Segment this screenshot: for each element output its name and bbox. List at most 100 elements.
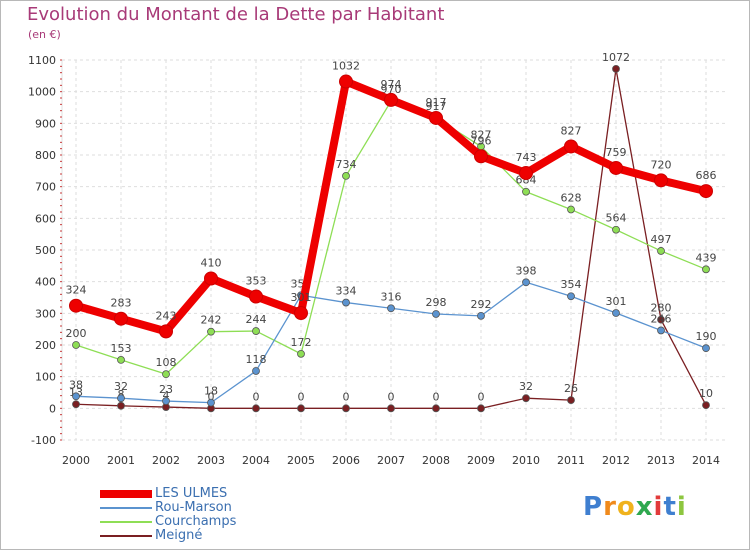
data-label: 244 xyxy=(246,313,267,326)
logo-letter: i xyxy=(676,492,687,522)
data-label: 324 xyxy=(66,284,87,297)
data-point xyxy=(522,187,530,196)
data-label: 827 xyxy=(471,128,492,141)
x-tick-label: 2008 xyxy=(422,454,450,467)
data-point xyxy=(657,247,665,255)
data-point xyxy=(519,166,533,181)
data-point xyxy=(252,367,260,375)
data-label: 1032 xyxy=(332,60,360,73)
data-label: 118 xyxy=(246,353,267,366)
data-point xyxy=(72,400,80,409)
y-tick-label: 200 xyxy=(35,339,56,352)
data-label: 301 xyxy=(291,291,312,304)
chart-subtitle: (en €) xyxy=(28,28,61,41)
data-point xyxy=(162,370,170,379)
logo-letter: x xyxy=(635,492,654,522)
data-point xyxy=(114,311,128,326)
legend-swatch-meigne xyxy=(100,535,152,537)
data-label: 917 xyxy=(426,96,447,109)
data-label: 686 xyxy=(696,169,717,182)
x-tick-label: 2000 xyxy=(62,454,90,467)
legend-label-courchamps: Courchamps xyxy=(155,514,237,529)
data-point xyxy=(162,397,170,405)
data-label: 917 xyxy=(426,100,447,113)
data-point xyxy=(69,298,83,313)
data-point xyxy=(297,349,305,358)
data-label: 0 xyxy=(343,390,350,403)
data-point xyxy=(702,265,710,274)
data-label: 190 xyxy=(696,330,717,343)
logo-letter: t xyxy=(663,492,677,522)
data-label: 970 xyxy=(381,83,402,96)
data-point xyxy=(387,304,395,313)
data-point xyxy=(159,324,173,339)
data-point xyxy=(429,110,443,125)
logo-letter: o xyxy=(616,492,636,522)
data-point xyxy=(207,327,215,336)
data-point xyxy=(567,396,575,405)
data-point xyxy=(339,74,353,89)
legend-label-meigne: Meigné xyxy=(155,528,203,543)
data-point xyxy=(384,92,398,107)
data-label: 796 xyxy=(471,134,492,147)
data-point xyxy=(567,292,575,301)
data-point xyxy=(342,404,350,413)
data-point xyxy=(654,173,668,188)
data-label: 497 xyxy=(651,233,672,246)
data-point xyxy=(204,271,218,286)
y-tick-label: 0 xyxy=(49,402,56,415)
data-label: 354 xyxy=(561,278,582,291)
data-point xyxy=(432,310,440,318)
data-point xyxy=(207,398,215,407)
legend-label-rou-marson: Rou-Marson xyxy=(155,500,232,515)
data-point xyxy=(612,64,620,73)
data-label: 32 xyxy=(519,380,533,393)
data-label: 398 xyxy=(516,264,537,277)
data-point xyxy=(702,401,710,410)
data-label: 246 xyxy=(651,312,672,325)
data-label: 0 xyxy=(478,390,485,403)
data-label: 280 xyxy=(651,302,672,315)
data-label: 0 xyxy=(253,390,260,403)
data-label: 439 xyxy=(696,251,717,264)
data-point xyxy=(564,139,578,154)
data-point xyxy=(249,289,263,304)
data-label: 0 xyxy=(388,390,395,403)
data-point xyxy=(522,278,530,287)
data-label: 743 xyxy=(516,151,537,164)
data-point xyxy=(252,327,260,335)
data-point xyxy=(72,341,80,349)
data-point xyxy=(117,355,125,364)
logo-letter: P xyxy=(583,492,604,522)
y-tick-label: 800 xyxy=(35,149,56,162)
x-tick-label: 2012 xyxy=(602,454,630,467)
x-tick-label: 2014 xyxy=(692,454,720,467)
x-tick-label: 2007 xyxy=(377,454,405,467)
data-label: 242 xyxy=(201,314,222,327)
data-label: 353 xyxy=(246,275,267,288)
data-point xyxy=(477,404,485,413)
x-tick-label: 2013 xyxy=(647,454,675,467)
data-point xyxy=(117,401,125,410)
data-label: 0 xyxy=(433,390,440,403)
y-tick-label: 500 xyxy=(35,244,56,257)
x-tick-label: 2010 xyxy=(512,454,540,467)
data-label: 26 xyxy=(564,382,578,395)
data-point xyxy=(297,404,305,413)
data-label: 316 xyxy=(381,290,402,303)
data-point xyxy=(342,298,350,307)
data-point xyxy=(567,205,575,214)
y-tick-label: -100 xyxy=(31,434,56,447)
data-label: 200 xyxy=(66,327,87,340)
legend-swatch-courchamps xyxy=(100,521,152,523)
x-tick-label: 2009 xyxy=(467,454,495,467)
data-label: 4 xyxy=(163,389,170,402)
data-point xyxy=(342,171,350,180)
y-tick-label: 600 xyxy=(35,212,56,225)
y-tick-label: 1100 xyxy=(28,54,56,67)
data-label: 292 xyxy=(471,298,492,311)
data-point xyxy=(474,149,488,164)
data-point xyxy=(72,392,80,401)
data-label: 38 xyxy=(69,378,83,391)
